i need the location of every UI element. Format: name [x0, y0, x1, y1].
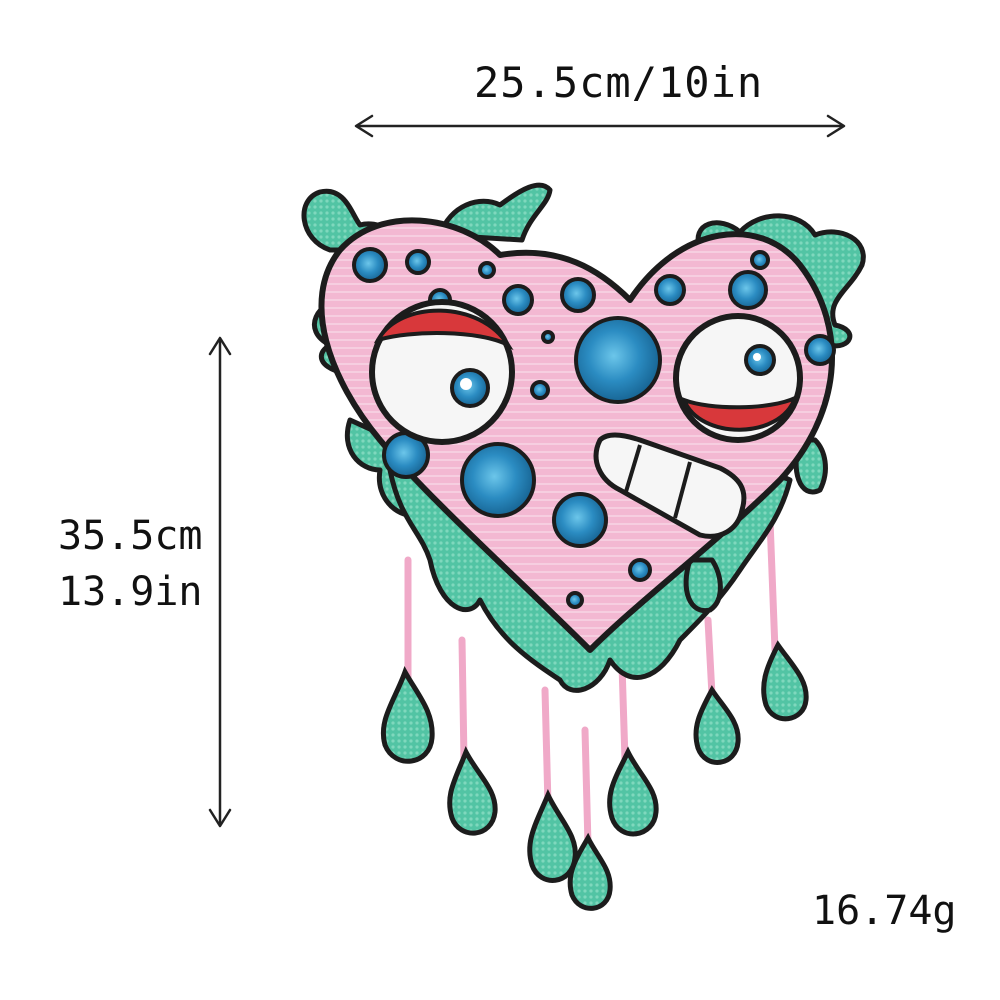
left-eye — [369, 299, 515, 445]
height-in-label: 13.9in — [58, 569, 203, 615]
mouth — [593, 432, 747, 539]
width-arrow — [354, 114, 846, 138]
teal-drops — [380, 640, 809, 911]
blue-dots — [352, 247, 836, 609]
height-arrow — [208, 336, 232, 828]
right-eye — [673, 313, 803, 443]
hanging-strings — [404, 516, 779, 849]
weight-label: 16.74g — [812, 888, 957, 934]
height-cm-label: 35.5cm — [58, 513, 203, 559]
height-dimension-label: 35.5cm 13.9in — [58, 508, 203, 620]
width-dimension-label: 25.5cm/10in — [474, 58, 764, 107]
